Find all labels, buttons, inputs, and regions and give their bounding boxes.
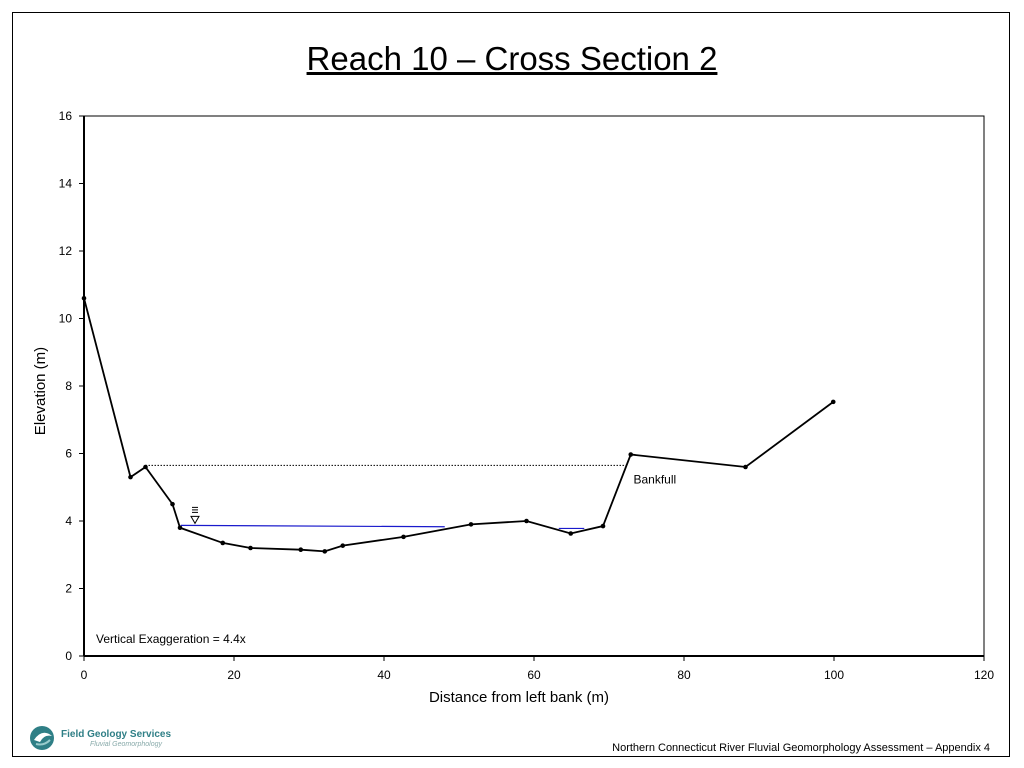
survey-point: [401, 534, 406, 540]
y-tick-label: 8: [65, 379, 72, 393]
x-tick-label: 40: [377, 668, 391, 682]
water-surface-symbol-icon: [190, 515, 200, 525]
field-geology-services-logo: Field Geology Services Fluvial Geomorpho…: [28, 724, 178, 754]
survey-point: [340, 543, 346, 548]
cross-section-line: [83, 298, 834, 553]
survey-point: [170, 501, 175, 507]
x-tick-label: 0: [81, 668, 88, 682]
x-tick-label: 60: [527, 668, 541, 682]
survey-point: [468, 522, 474, 527]
logo-subtext: Fluvial Geomorphology: [90, 741, 162, 748]
x-tick-label: 20: [227, 668, 241, 682]
water-surface-line: [180, 524, 445, 528]
survey-point: [81, 295, 87, 301]
survey-point: [298, 547, 304, 552]
footer-text: Northern Connecticut River Fluvial Geomo…: [612, 742, 990, 754]
survey-point: [743, 464, 748, 470]
survey-point: [568, 531, 574, 536]
bankfull-label: Bankfull: [634, 472, 677, 486]
survey-point: [128, 474, 133, 480]
survey-point: [220, 540, 226, 546]
survey-point: [600, 523, 606, 529]
x-tick-label: 80: [677, 668, 691, 682]
slide-title: Reach 10 – Cross Section 2: [306, 40, 718, 77]
slide-frame: [12, 12, 1010, 757]
y-tick-label: 12: [59, 244, 73, 258]
logo-text: Field Geology Services: [61, 729, 172, 740]
y-tick-label: 0: [65, 649, 72, 663]
x-axis-label: Distance from left bank (m): [429, 689, 609, 706]
y-tick-label: 16: [59, 109, 73, 123]
survey-point: [143, 464, 148, 470]
survey-point: [524, 518, 529, 524]
x-tick-label: 100: [824, 668, 844, 682]
y-tick-label: 14: [59, 177, 73, 191]
y-axis-label: Elevation (m): [32, 347, 49, 435]
y-tick-label: 10: [59, 312, 73, 326]
x-tick-label: 120: [974, 668, 994, 682]
logo-icon: [30, 726, 54, 750]
survey-point: [177, 525, 183, 531]
survey-point: [322, 549, 328, 554]
y-tick-label: 2: [65, 582, 72, 596]
plot-area: [83, 115, 985, 657]
survey-point: [248, 545, 253, 551]
survey-point: [830, 399, 836, 405]
y-tick-label: 4: [65, 514, 72, 528]
survey-point: [628, 452, 634, 457]
y-tick-label: 6: [65, 447, 72, 461]
vertical-exaggeration-note: Vertical Exaggeration = 4.4x: [96, 632, 246, 646]
